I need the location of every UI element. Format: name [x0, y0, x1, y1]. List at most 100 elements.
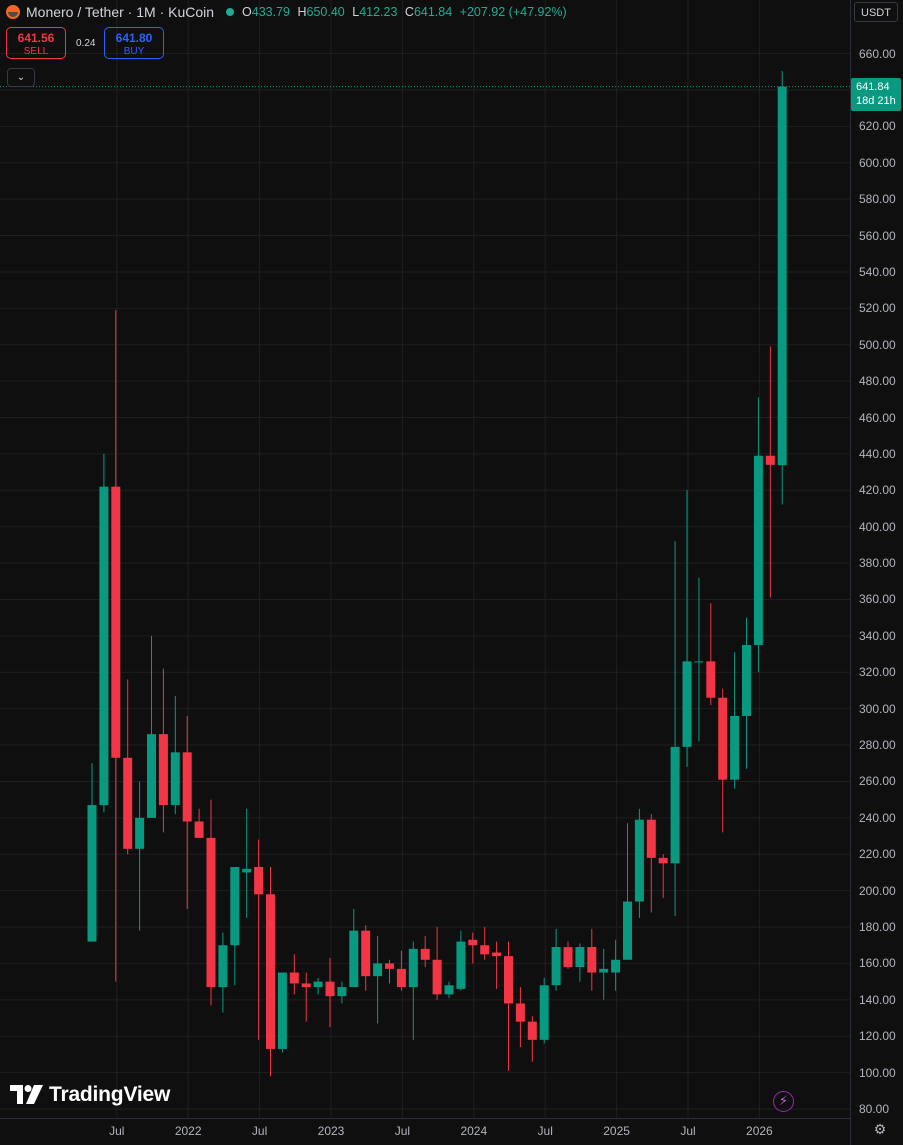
candle[interactable]: [325, 957, 335, 1028]
candle[interactable]: [468, 932, 478, 964]
candle[interactable]: [599, 948, 609, 1000]
candle-body: [277, 972, 287, 1049]
y-tick-label: 300.00: [859, 701, 896, 716]
candle[interactable]: [373, 936, 383, 1024]
candle[interactable]: [349, 908, 359, 988]
candle[interactable]: [408, 941, 418, 1040]
candle[interactable]: [99, 453, 109, 813]
candle[interactable]: [385, 959, 394, 984]
price-axis[interactable]: 660.00640.00620.00600.00580.00560.00540.…: [850, 0, 903, 1145]
candle-body: [492, 952, 502, 957]
candle[interactable]: [301, 972, 311, 1022]
spread-value: 0.24: [76, 38, 96, 49]
candle[interactable]: [753, 397, 763, 673]
candle[interactable]: [634, 808, 644, 918]
collapse-legend-button[interactable]: ⌄: [7, 68, 35, 87]
candle[interactable]: [575, 943, 585, 982]
candle[interactable]: [646, 814, 656, 913]
candle[interactable]: [682, 490, 692, 767]
candle[interactable]: [266, 866, 275, 1077]
candle-body: [313, 981, 323, 988]
lightning-icon[interactable]: ⚡︎: [773, 1091, 794, 1112]
candle-body: [194, 821, 204, 838]
y-tick-label: 560.00: [859, 228, 896, 243]
time-axis[interactable]: Jul 2022 Jul 2023 Jul 2024 Jul 2025 Jul 2026: [0, 1118, 850, 1145]
symbol-header: Monero / Tether · 1M · KuCoin O433.79 H6…: [6, 2, 571, 22]
candle[interactable]: [730, 652, 740, 789]
candle[interactable]: [254, 839, 264, 1040]
candle[interactable]: [158, 668, 168, 833]
candle-body: [718, 697, 728, 780]
candle[interactable]: [170, 695, 180, 815]
y-tick-label: 520.00: [859, 301, 896, 316]
buy-button[interactable]: 641.80 BUY: [104, 27, 164, 59]
y-tick-label: 160.00: [859, 956, 896, 971]
candle[interactable]: [718, 688, 728, 833]
sell-button[interactable]: 641.56 SELL: [6, 27, 66, 59]
close-value: 641.84: [413, 5, 453, 19]
candle[interactable]: [504, 941, 513, 1071]
candle[interactable]: [277, 972, 287, 1053]
candle[interactable]: [587, 928, 597, 991]
y-tick-label: 120.00: [859, 1029, 896, 1044]
candle[interactable]: [361, 925, 371, 991]
market-status-icon[interactable]: [226, 8, 235, 16]
candle[interactable]: [182, 715, 192, 909]
y-tick-label: 600.00: [859, 155, 896, 170]
candle[interactable]: [194, 808, 204, 838]
candle[interactable]: [87, 763, 97, 942]
y-tick-label: 320.00: [859, 665, 896, 680]
candle[interactable]: [765, 346, 775, 598]
candle[interactable]: [670, 541, 680, 917]
candle[interactable]: [313, 977, 323, 995]
candle[interactable]: [527, 1016, 537, 1062]
candle[interactable]: [694, 577, 704, 742]
candle[interactable]: [777, 71, 787, 505]
candle[interactable]: [123, 679, 133, 855]
open-label: O: [242, 5, 252, 19]
low-value: 412.23: [359, 5, 398, 19]
candle-body: [230, 866, 240, 946]
candle[interactable]: [396, 950, 406, 991]
candle[interactable]: [456, 930, 466, 991]
candle[interactable]: [515, 987, 525, 1048]
candle[interactable]: [539, 977, 549, 1044]
x-tick-label: Jul: [394, 1124, 411, 1138]
candle[interactable]: [444, 981, 454, 998]
candle[interactable]: [623, 823, 632, 960]
candle[interactable]: [563, 941, 573, 969]
candle[interactable]: [432, 927, 442, 1000]
candle[interactable]: [658, 854, 668, 898]
tradingview-logo[interactable]: TradingView: [10, 1083, 170, 1107]
symbol-title[interactable]: Monero / Tether · 1M · KuCoin: [26, 4, 215, 20]
candle[interactable]: [611, 939, 621, 991]
candle[interactable]: [135, 781, 145, 931]
candle[interactable]: [551, 928, 561, 991]
candle[interactable]: [206, 799, 216, 1006]
candle[interactable]: [242, 808, 252, 918]
y-tick-label: 80.00: [859, 1102, 890, 1116]
candle[interactable]: [230, 866, 240, 986]
candle[interactable]: [111, 310, 121, 982]
candle[interactable]: [706, 603, 716, 706]
gear-icon[interactable]: ⚙︎: [873, 1121, 887, 1137]
candle-body: [444, 985, 454, 995]
x-tick-label: 2022: [174, 1124, 202, 1138]
candle[interactable]: [480, 927, 490, 960]
candle[interactable]: [420, 936, 430, 968]
price-chart[interactable]: [0, 0, 850, 1118]
y-tick-label: 200.00: [859, 883, 896, 898]
candle[interactable]: [492, 941, 502, 989]
candle[interactable]: [218, 932, 228, 1013]
candle-body: [504, 956, 513, 1004]
y-tick-label: 340.00: [859, 628, 896, 643]
candle[interactable]: [289, 954, 299, 995]
candle-body: [539, 985, 549, 1040]
chevron-down-icon: ⌄: [16, 72, 26, 83]
candle[interactable]: [742, 617, 751, 769]
candle[interactable]: [337, 981, 347, 1004]
y-tick-label: 580.00: [859, 192, 896, 207]
currency-selector[interactable]: USDT: [854, 2, 898, 22]
candle[interactable]: [147, 635, 156, 818]
y-tick-label: 440.00: [859, 446, 896, 461]
